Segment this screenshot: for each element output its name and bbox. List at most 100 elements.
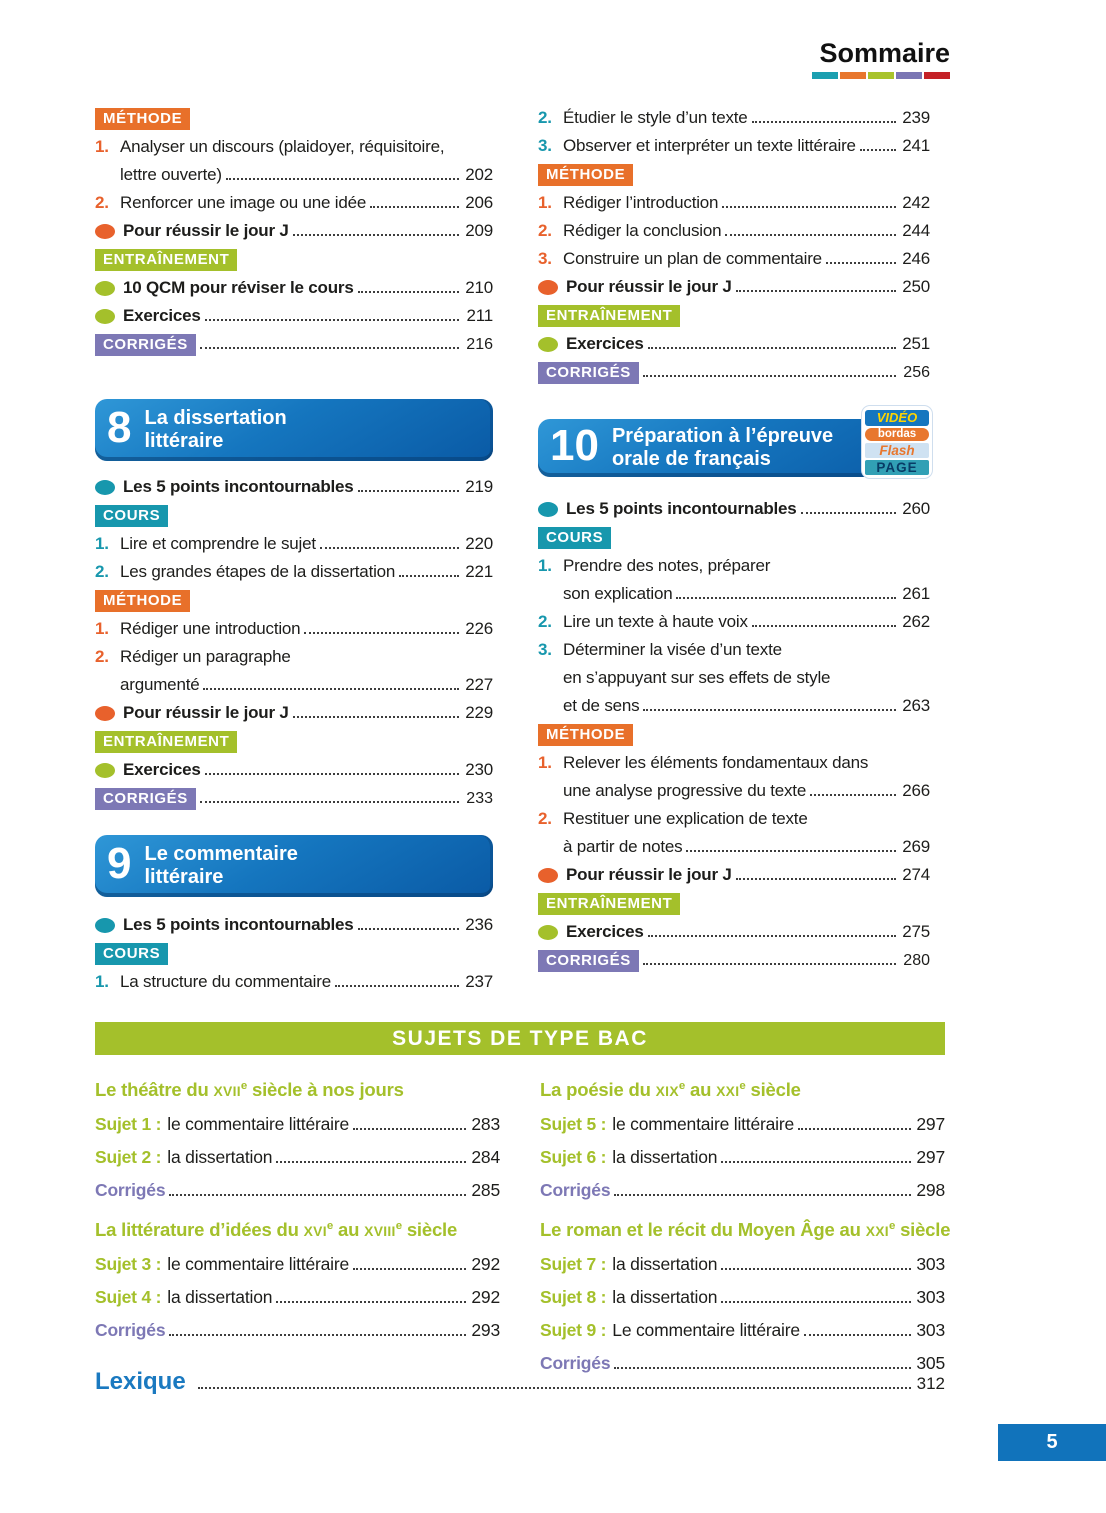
page-number: 303 [916,1287,945,1308]
toc-item-line: argumenté 227 [95,671,493,699]
toc-bullet-line: Pour réussir le jour J 250 [538,273,930,301]
sujets-de-type-bac-section: SUJETS DE TYPE BAC Le théâtre du xviie s… [95,1022,951,1380]
section-badge-corriges: CORRIGÉS [538,362,639,384]
sujet-label: Sujet 3 : [95,1254,162,1275]
toc-badge-row: MÉTHODE [95,590,493,613]
dotted-leader [357,928,459,930]
toc-item-line: en s’appuyant sur ses effets de style [538,664,930,692]
bullet-dot-icon [95,705,115,721]
item-text: Rédiger un paragraphe [120,647,291,666]
dotted-leader [722,206,896,208]
chapter-number: 9 [107,839,132,888]
chapter-banner: 9 Le commentaire littéraire [95,835,493,897]
page-number: 210 [465,278,493,297]
sujet-entry: Sujet 1 : le commentaire littéraire 283 [95,1108,500,1141]
item-text: Observer et interpréter un texte littéra… [563,136,856,155]
heading-segment: xxi [716,1083,740,1100]
dotted-leader [319,547,459,549]
toc-item-line: 1. Analyser un discours (plaidoyer, réqui… [95,133,493,161]
dotted-leader [197,1387,911,1389]
toc-bullet-line: 10 QCM pour réviser le cours 210 [95,274,493,302]
toc-bullet-line: Exercices 275 [538,918,930,946]
item-number: 2. [538,108,552,127]
heading-segment: Le roman et le récit du Moyen Âge au [540,1219,866,1241]
chapter-title-line: Préparation à l’épreuve [611,425,834,447]
item-number: 2. [95,647,109,666]
heading-segment: xvii [213,1083,241,1100]
item-text: et de sens [563,696,640,715]
toc-badge-row: MÉTHODE [538,164,930,187]
page-number: 216 [466,336,493,353]
section-badge-corriges: CORRIGÉS [538,950,639,972]
video-flashpage-badge: VIDÉO bordas Flash PAGE [862,406,932,478]
sujet-text: la dissertation [612,1287,718,1308]
header-color-stripes [812,72,950,79]
dotted-leader [859,149,896,151]
item-number: 2. [538,809,552,828]
sujet-entry: Sujet 3 : le commentaire littéraire 292 [95,1248,500,1281]
page-number: 251 [902,334,930,353]
item-number: 2. [95,562,109,581]
page-number: 219 [465,477,493,496]
sujet-entry: Corrigés 285 [95,1174,500,1207]
sujet-text: le commentaire littéraire [167,1114,350,1135]
sujet-text: la dissertation [167,1147,273,1168]
toc-bullet-line: Les 5 points incontournables 236 [95,911,493,939]
toc-item-line: lettre ouverte) 202 [95,161,493,189]
toc-bullet-line: Exercices 251 [538,330,930,358]
page-number: 298 [916,1180,945,1201]
chapter-title-line: La dissertation [144,407,287,429]
section-badge-entrainement: ENTRAÎNEMENT [95,249,238,271]
page-number: 297 [916,1114,945,1135]
dotted-leader [225,178,459,180]
item-number: 1. [538,193,552,212]
page-number: 292 [471,1254,500,1275]
item-text: Lire un texte à haute voix [563,612,748,631]
page-number: 262 [902,612,930,631]
page-header: Sommaire [812,38,950,79]
item-number: 1. [95,137,109,156]
chapter-title: Préparation à l’épreuve orale de français [612,425,833,471]
sujet-text: la dissertation [612,1254,718,1275]
page-number: 275 [902,922,930,941]
toc-badge-row: ENTRAÎNEMENT [95,249,493,272]
sujet-entry: Corrigés 305 [540,1347,945,1380]
item-number: 1. [95,534,109,553]
page-number: 226 [465,619,493,638]
dotted-leader [798,1128,911,1131]
sujet-label: Sujet 1 : [95,1114,162,1135]
dotted-leader [334,985,459,987]
sujet-text: le commentaire littéraire [167,1254,350,1275]
sujet-entry: Sujet 7 : la dissertation 303 [540,1248,945,1281]
heading-segment: siècle [745,1079,801,1101]
bullet-dot-icon [95,479,115,495]
sujet-text: la dissertation [612,1147,718,1168]
bullet-dot-icon [95,280,115,296]
page-number: 274 [902,865,930,884]
item-number: 1. [538,753,552,772]
toc-column-right: 2. Étudier le style d’un texte 239 3. Observ… [538,104,932,996]
dotted-leader [725,234,896,236]
dotted-leader [735,878,896,880]
toc-bullet-line: Les 5 points incontournables 219 [95,473,493,501]
page-number: 220 [465,534,493,553]
item-number: 2. [538,221,552,240]
dotted-leader [803,1334,911,1337]
dotted-leader [614,1367,911,1370]
item-text: à partir de notes [563,837,683,856]
video-label: VIDÉO [865,410,929,426]
dotted-leader [204,773,459,775]
sujets-column-right: La poésie du xixe au xxie siècle Sujet 5 … [540,1067,951,1380]
dotted-leader [370,206,459,208]
heading-segment: e [326,1220,334,1233]
heading-segment: e [888,1220,896,1233]
page-number: 283 [471,1114,500,1135]
toc-item-line: une analyse progressive du texte 266 [538,777,930,805]
page-number: 305 [916,1353,945,1374]
bullet-dot-icon [538,279,558,295]
toc-item-line: 1. Lire et comprendre le sujet 220 [95,530,493,558]
item-text: Déterminer la visée d’un texte [563,640,782,659]
heading-segment: au [333,1219,365,1241]
toc-item-line: à partir de notes 269 [538,833,930,861]
dotted-leader [721,1268,911,1271]
